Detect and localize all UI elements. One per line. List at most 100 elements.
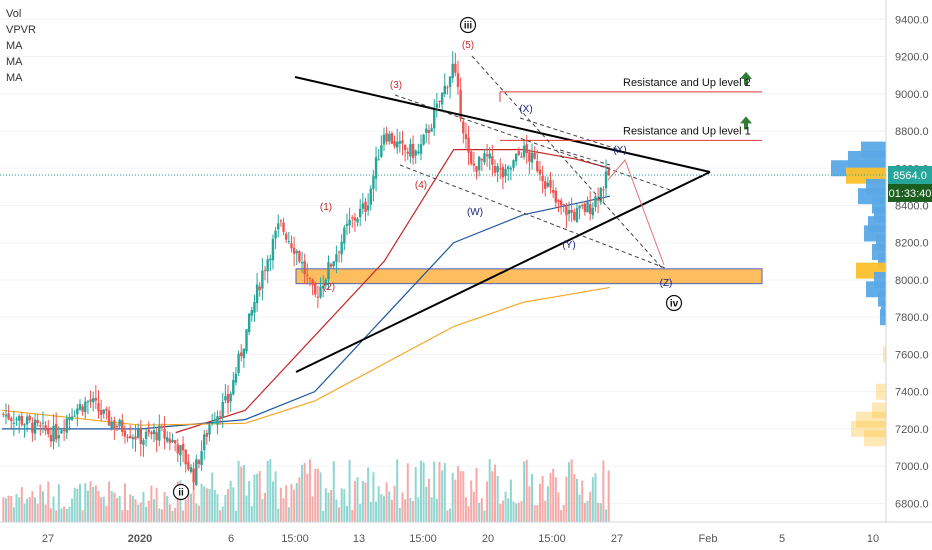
volume-bar	[501, 500, 504, 522]
candle-body	[282, 222, 285, 232]
volume-bar	[134, 499, 137, 522]
vpvr-bar	[880, 309, 886, 326]
candle-body	[496, 166, 499, 173]
candle-body	[594, 196, 597, 207]
volume-bar	[552, 468, 555, 522]
candle-body	[546, 182, 550, 187]
candle-body	[292, 247, 296, 254]
candle-body	[107, 410, 111, 426]
candle-body	[414, 150, 417, 156]
candle-body	[245, 329, 248, 352]
volume-bar	[512, 501, 515, 522]
candle-body	[430, 128, 433, 132]
volume-bar	[536, 505, 539, 522]
candle-body	[403, 145, 407, 151]
volume-bar	[507, 498, 510, 522]
volume-bar	[494, 464, 497, 522]
volume-bar	[554, 477, 557, 522]
indicator-vol[interactable]: Vol	[6, 8, 22, 20]
volume-bar	[92, 486, 95, 522]
volume-bar	[71, 498, 74, 522]
volume-bar	[182, 510, 185, 522]
candle-body	[229, 393, 232, 402]
volume-bar	[47, 481, 50, 522]
volume-bar	[261, 498, 264, 522]
moving-averages	[1, 149, 611, 434]
volume-bar	[462, 471, 465, 522]
volume-bar	[375, 501, 378, 522]
candle-body	[435, 103, 439, 108]
volume-bar	[147, 500, 150, 522]
candle-body	[210, 422, 214, 424]
volume-bar	[486, 481, 489, 522]
price-tick-label: 9000.0	[895, 89, 929, 101]
volume-bar	[491, 471, 494, 522]
candle-body	[142, 440, 145, 445]
wave-label: (X)	[519, 104, 532, 115]
time-tick-label: 5	[779, 533, 785, 545]
volume-bar	[23, 503, 26, 522]
candle-body	[136, 428, 140, 438]
candle-body	[581, 205, 584, 207]
volume-bar	[163, 492, 166, 522]
wave-label: (X)	[613, 145, 626, 156]
volume-bar	[409, 497, 412, 522]
vpvr-bar	[876, 234, 886, 251]
volume-bars	[2, 459, 610, 522]
candle-body	[343, 227, 346, 244]
volume-bar	[110, 490, 113, 522]
candle-body	[7, 413, 10, 420]
volume-bar	[380, 494, 383, 522]
candle-body	[287, 240, 291, 242]
wave-label: (5)	[462, 40, 474, 51]
candle-body	[374, 157, 378, 179]
candle-body	[361, 203, 365, 209]
volume-bar	[509, 479, 512, 522]
volume-bar	[295, 482, 298, 522]
candle-body	[44, 425, 47, 431]
candle-body	[92, 398, 95, 403]
time-tick-label: 27	[42, 533, 54, 545]
candle-body	[20, 415, 24, 425]
volume-bar	[338, 507, 341, 522]
volume-bar	[594, 473, 597, 522]
dashed-wave-line	[471, 55, 663, 269]
volume-bar	[306, 473, 309, 522]
volume-bar	[208, 488, 211, 522]
indicator-ma[interactable]: MA	[6, 56, 23, 68]
volume-bar	[68, 506, 71, 522]
time-axis[interactable]: 27 2020 6 15:00 13 15:00 20 15:00 27 Feb 5 10	[0, 521, 932, 545]
volume-bar	[34, 497, 37, 522]
price-tick-label: 9400.0	[895, 14, 929, 26]
candle-body	[419, 144, 423, 154]
indicator-ma[interactable]: MA	[6, 72, 23, 84]
candle-body	[464, 134, 468, 140]
volume-bar	[102, 496, 105, 522]
candle-body	[536, 161, 539, 172]
candle-body	[427, 130, 431, 134]
candle-body	[60, 430, 63, 434]
volume-bar	[435, 498, 438, 522]
candle-body	[509, 168, 513, 170]
candle-body	[467, 137, 470, 153]
resistance-label-2: Resistance and Up level 2	[623, 77, 751, 89]
wave-label: (W)	[467, 207, 483, 218]
volume-bar	[84, 483, 87, 522]
candle-body	[525, 144, 528, 154]
volume-bar	[78, 483, 81, 522]
volume-bar	[433, 461, 436, 522]
candle-body	[240, 352, 243, 357]
candle-body	[456, 73, 460, 88]
volume-bar	[150, 485, 153, 522]
volume-bar	[316, 468, 319, 522]
candle-body	[472, 163, 476, 166]
vpvr-bar	[872, 402, 886, 419]
volume-bar	[97, 490, 100, 522]
price-axis[interactable]: 9400.09200.09000.08800.08600.08400.08200…	[885, 0, 932, 522]
indicator-ma[interactable]: MA	[6, 40, 23, 52]
candle-body	[327, 262, 330, 280]
indicator-vpvr[interactable]: VPVR	[6, 24, 36, 36]
time-tick-label: 15:00	[281, 533, 309, 545]
